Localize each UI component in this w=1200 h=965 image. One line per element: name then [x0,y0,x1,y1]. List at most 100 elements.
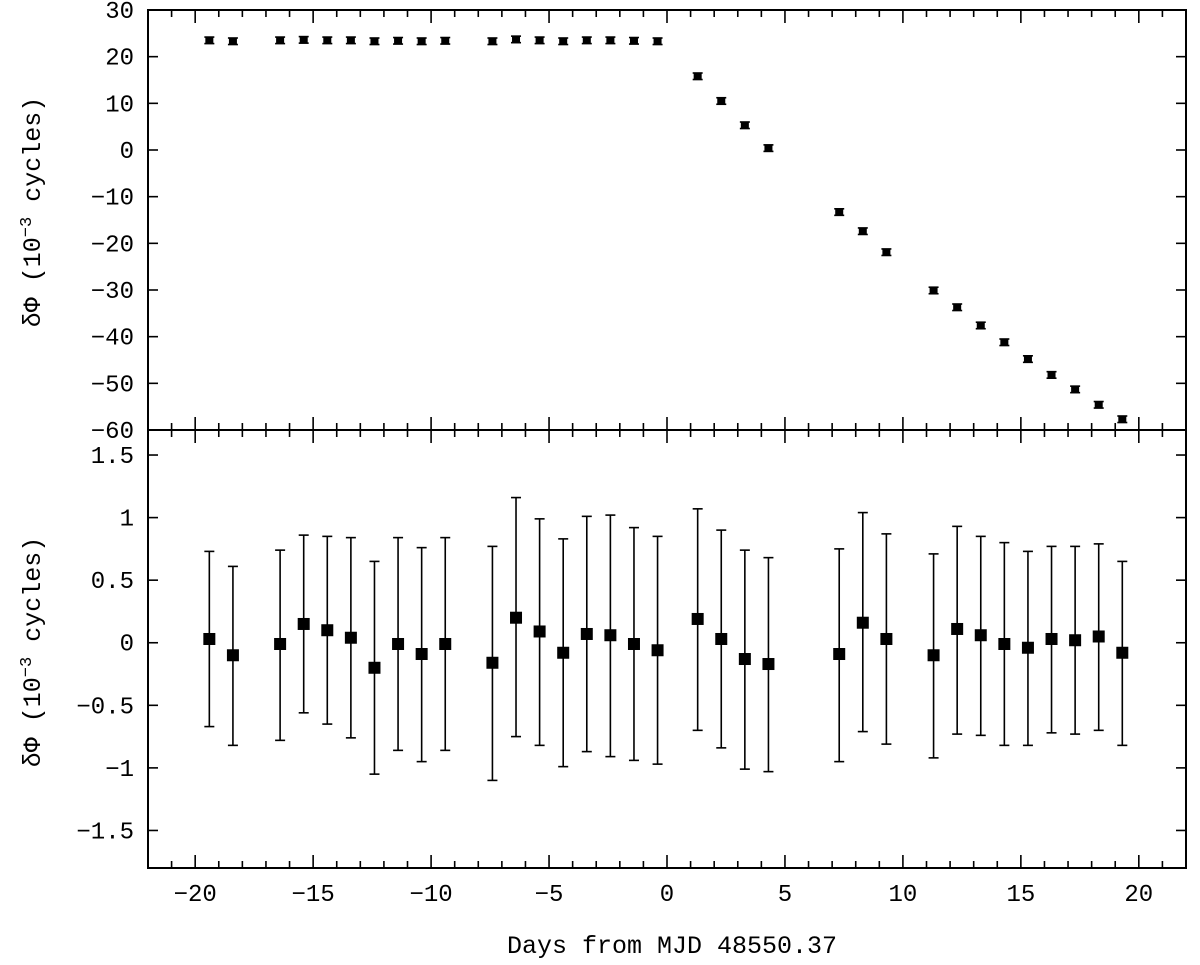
bottom-data-point [486,656,499,669]
top-y-tick-label: 0 [120,139,134,166]
bottom-y-axis-title-suffix: cycles) [19,537,48,657]
bottom-data-point [691,612,704,625]
top-data-point [858,228,867,235]
top-data-point [653,38,662,45]
top-data-point [1094,401,1103,408]
bottom-data-point [1092,630,1105,643]
bottom-data-point [1069,634,1082,647]
bottom-panel: 1.5 1 0.5 0 −0.5 −1 −1.5 −20 −15 −10 −5 0 5 10 15 20 δ… [18,429,1187,961]
bottom-data-point [833,648,846,661]
bottom-data-point [439,637,452,650]
top-data-point [205,37,214,44]
bottom-y-tick-label: −1 [105,757,134,784]
bottom-x-tick-label: 0 [660,882,674,909]
top-data-point [417,38,426,45]
top-data-point [228,38,237,45]
bottom-y-tick-label: −0.5 [76,694,134,721]
top-y-tick-label: −40 [91,326,134,353]
bottom-data-point [297,617,310,630]
top-data-point [953,304,962,311]
top-data-point [512,36,521,43]
top-data-point [1000,339,1009,346]
bottom-y-axis-title: δΦ (10−3 cycles) [18,537,48,767]
top-data-point [559,38,568,45]
bottom-y-tick-label: 0 [120,632,134,659]
top-y-ticks: 30 20 10 0 −10 −20 −30 −40 −50 −60 [91,0,1186,446]
bottom-data-point [856,616,869,629]
bottom-y-tick-label: 1.5 [91,444,134,471]
top-y-tick-label: −50 [91,372,134,399]
x-axis-title: Days from MJD 48550.37 [507,932,837,961]
bottom-x-tick-label: 10 [889,882,918,909]
bottom-y-axis-title-sup: −3 [18,657,37,677]
top-y-axis-title-suffix: cycles) [19,97,48,217]
top-data-point [976,322,985,329]
bottom-x-tick-label: −10 [409,882,452,909]
top-y-tick-label: −60 [91,419,134,446]
bottom-y-tick-label: −1.5 [76,819,134,846]
bottom-data-point [998,637,1011,650]
top-data-point [882,249,891,256]
top-y-axis-title: δΦ (10−3 cycles) [18,97,48,327]
top-y-tick-label: 20 [105,46,134,73]
top-data-point [835,209,844,216]
top-data-point [1047,371,1056,378]
bottom-data-point [203,632,216,645]
bottom-data-point [927,649,940,662]
top-panel: 30 20 10 0 −10 −20 −30 −40 −50 −60 δΦ (10−3 cycle… [18,0,1187,446]
bottom-data-point [951,622,964,635]
bottom-data-point [415,648,428,661]
top-data-point [299,36,308,43]
bottom-data-point [392,637,405,650]
top-y-tick-label: −30 [91,279,134,306]
bottom-data-point [715,632,728,645]
top-data-point [582,37,591,44]
top-data-point [370,38,379,45]
bottom-data-point [510,611,523,624]
bottom-y-axis-title-prefix: δΦ (10 [19,677,48,767]
top-x-ticks [147,10,1187,430]
top-data-point [276,37,285,44]
top-data-point [1118,416,1127,423]
top-y-axis-title-prefix: δΦ (10 [19,237,48,327]
bottom-data-point [321,624,334,637]
top-data-point [346,37,355,44]
top-y-axis-title-sup: −3 [18,217,37,237]
bottom-x-ticks: −20 −15 −10 −5 0 5 10 15 20 [147,430,1187,909]
bottom-data-point [627,637,640,650]
top-data-point [629,37,638,44]
top-data-point [1071,386,1080,393]
top-panel-frame [147,9,1187,431]
top-data-point [441,37,450,44]
bottom-data-point [274,637,287,650]
bottom-data-point [880,632,893,645]
top-data-point [717,98,726,104]
top-data-point [764,145,773,152]
top-data-point [693,73,702,80]
top-data-point [606,37,615,44]
bottom-data-point [1021,641,1034,654]
bottom-y-ticks: 1.5 1 0.5 0 −0.5 −1 −1.5 [76,444,1186,846]
top-data-point [535,37,544,44]
bottom-data-point [344,631,357,644]
top-data-point [488,38,497,45]
top-data-point [1023,356,1032,363]
top-data-point [394,37,403,44]
top-y-tick-label: −20 [91,232,134,259]
bottom-data-point [226,649,239,662]
bottom-data-point [1116,646,1129,659]
bottom-y-tick-label: 0.5 [91,569,134,596]
bottom-data-points [203,496,1129,782]
bottom-data-point [580,627,593,640]
bottom-data-point [368,661,381,674]
bottom-data-point [974,629,987,642]
top-data-point [323,37,332,44]
bottom-data-point [651,644,664,657]
bottom-x-tick-label: −20 [174,882,217,909]
top-y-tick-label: 10 [105,92,134,119]
bottom-data-point [738,653,751,666]
bottom-x-tick-label: 15 [1006,882,1035,909]
top-data-point [740,122,749,129]
bottom-data-point [762,658,775,671]
